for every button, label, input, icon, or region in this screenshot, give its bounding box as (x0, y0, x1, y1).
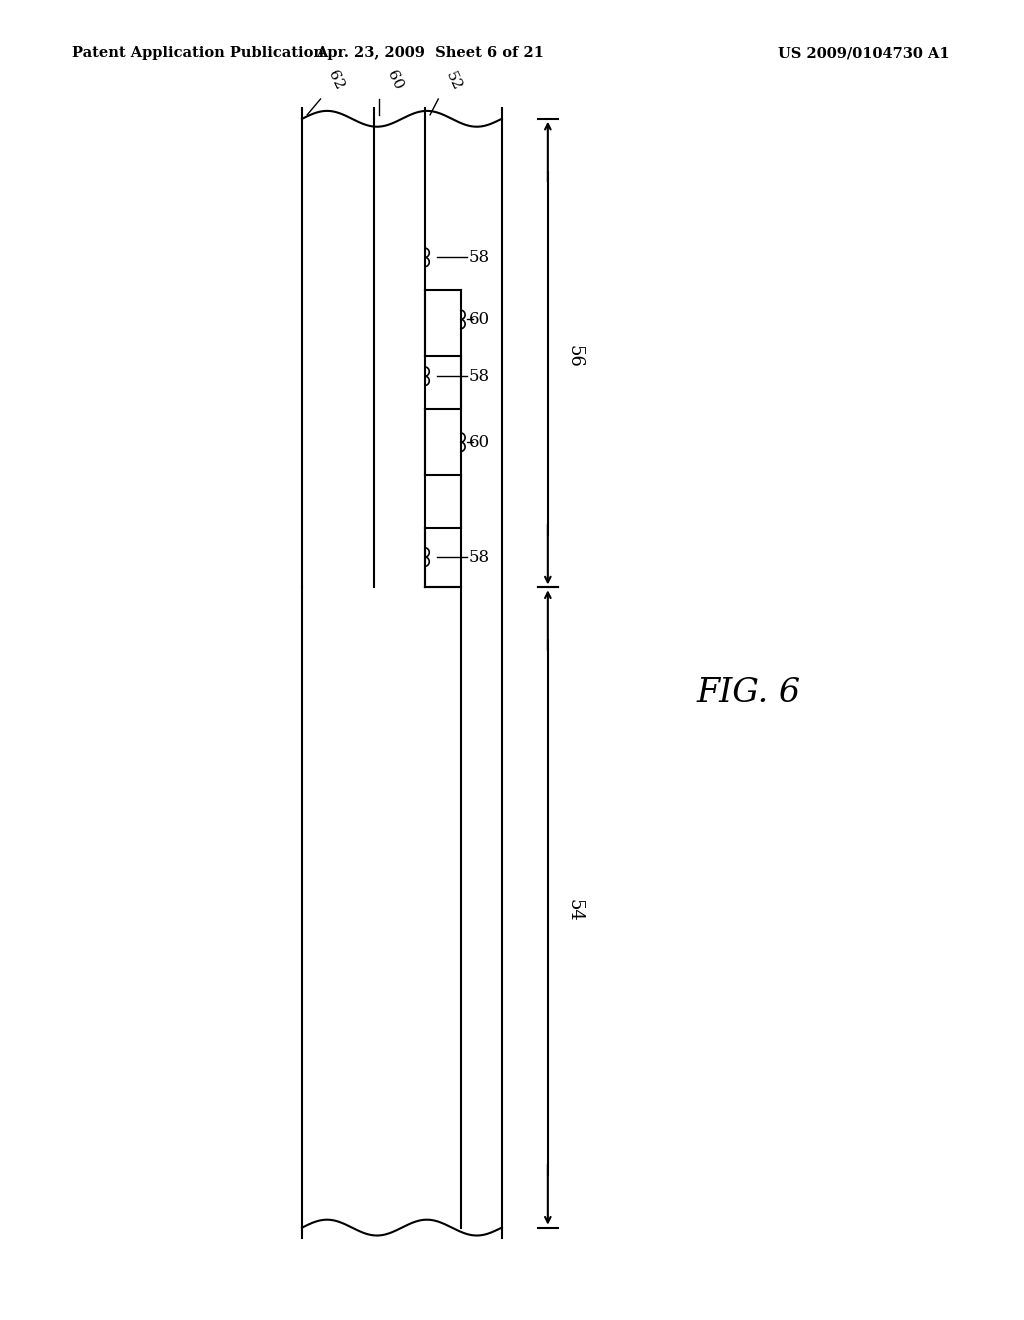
Text: 54: 54 (565, 899, 584, 923)
Text: US 2009/0104730 A1: US 2009/0104730 A1 (778, 46, 950, 61)
Text: 60: 60 (469, 312, 490, 327)
Text: 60: 60 (469, 434, 490, 450)
Text: 58: 58 (469, 249, 490, 265)
Text: Patent Application Publication: Patent Application Publication (72, 46, 324, 61)
Text: 58: 58 (469, 549, 490, 565)
Text: 58: 58 (469, 368, 490, 384)
Text: 62: 62 (326, 69, 346, 92)
Text: Apr. 23, 2009  Sheet 6 of 21: Apr. 23, 2009 Sheet 6 of 21 (316, 46, 544, 61)
Text: 56: 56 (565, 345, 584, 368)
Text: FIG. 6: FIG. 6 (696, 677, 801, 709)
Text: 52: 52 (443, 69, 464, 92)
Text: 60: 60 (384, 69, 404, 92)
